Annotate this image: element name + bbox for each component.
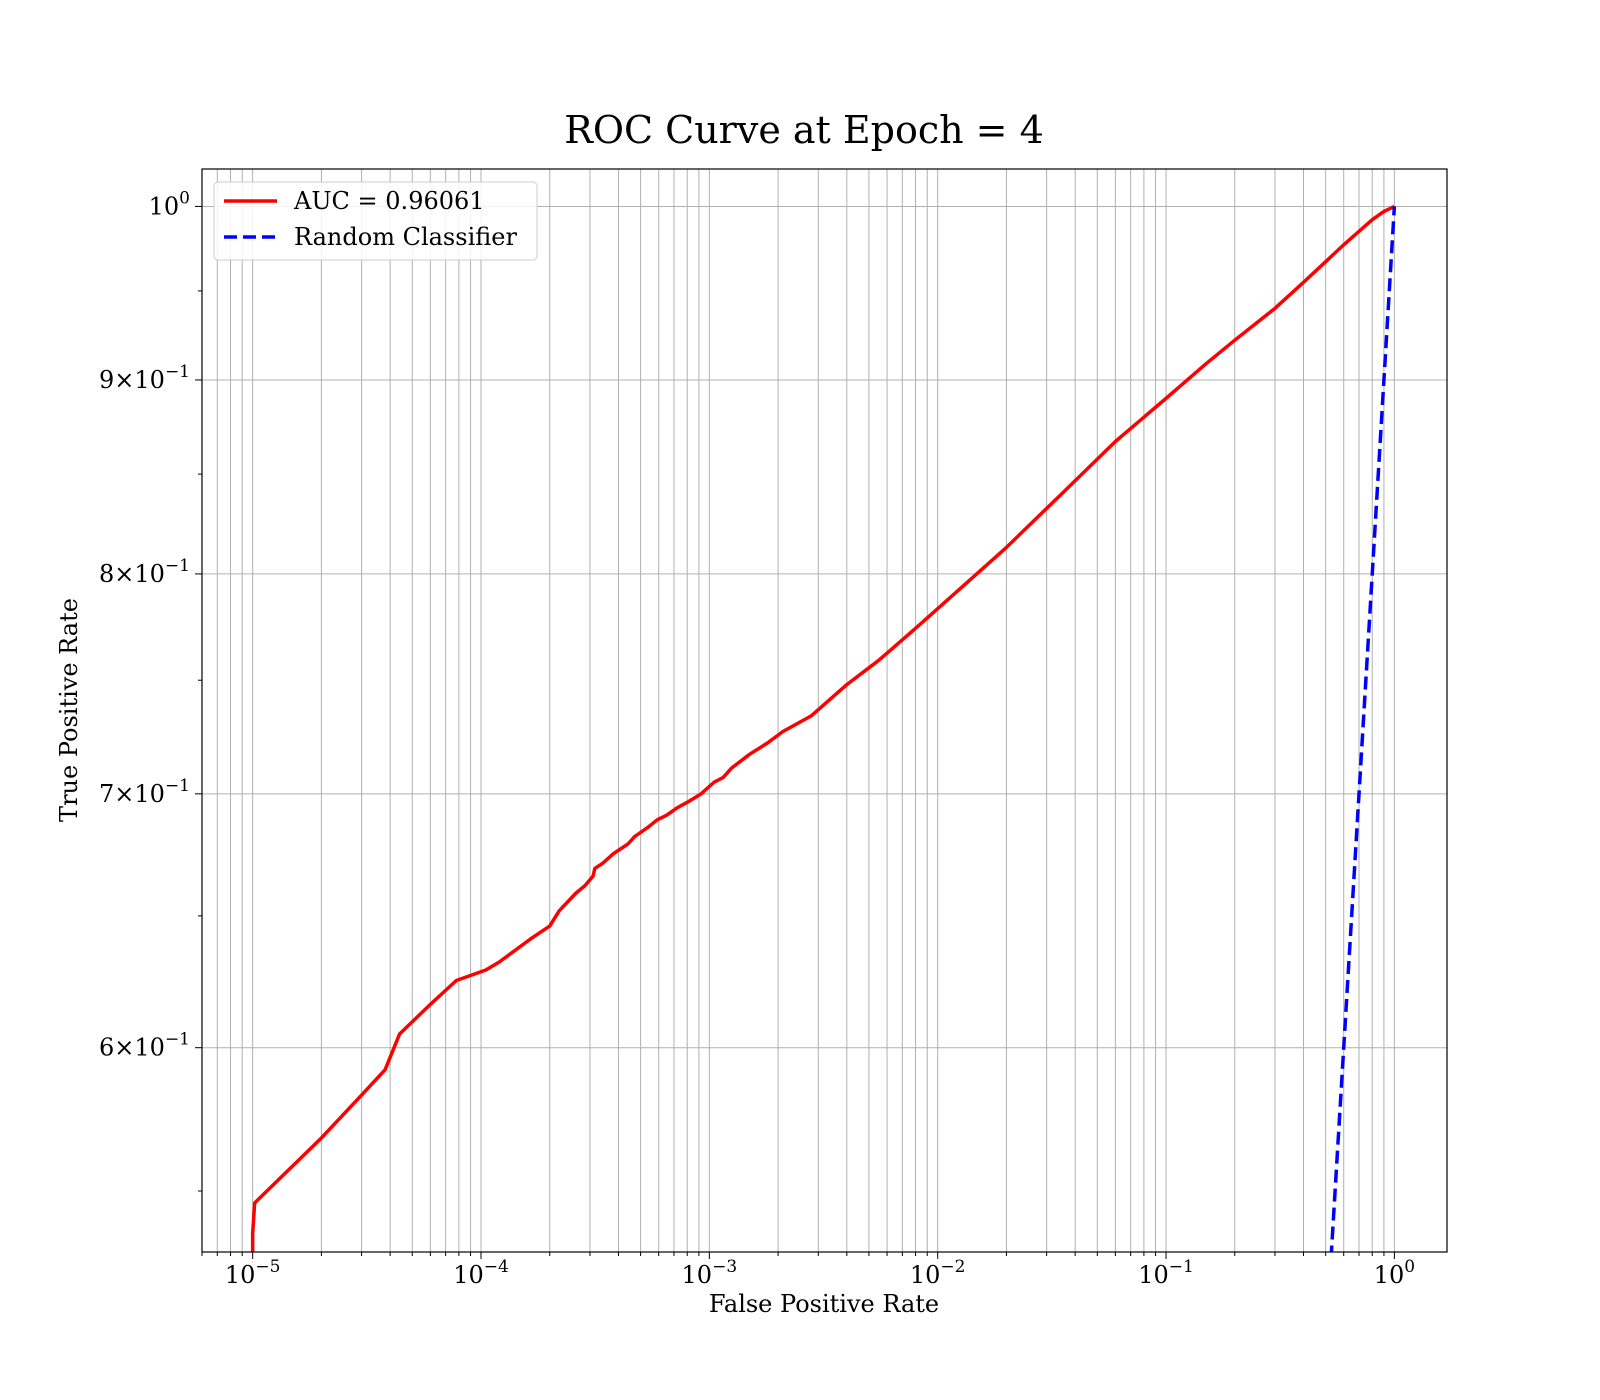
tick-mantissa: 9×	[99, 366, 134, 394]
x-tick-label: 10−4	[453, 1257, 509, 1289]
roc-curve-line	[250, 204, 1396, 1252]
tick-base: 10	[225, 1261, 256, 1289]
tick-exponent: −1	[165, 556, 190, 576]
tick-base: 10	[682, 1261, 713, 1289]
tick-base: 10	[453, 1261, 484, 1289]
tick-exponent: 0	[1404, 1257, 1415, 1277]
plot-frame	[201, 168, 1448, 1253]
x-tick-label: 10−5	[225, 1257, 281, 1289]
x-tick-label: 10−2	[910, 1257, 966, 1289]
tick-exponent: −5	[255, 1257, 280, 1277]
tick-exponent: −3	[712, 1257, 737, 1277]
legend: AUC = 0.96061 Random Classifier	[213, 181, 538, 261]
plot-lines	[250, 204, 1397, 1252]
grid-lines	[201, 169, 1447, 1252]
tick-exponent: −1	[165, 362, 190, 382]
tick-base: 10	[134, 780, 165, 808]
x-tick-label: 10−1	[1138, 1257, 1194, 1289]
x-tick-label: 100	[1374, 1257, 1415, 1289]
tick-base: 10	[910, 1261, 941, 1289]
tick-base: 10	[134, 1034, 165, 1062]
tick-base: 10	[149, 192, 180, 220]
x-axis-label: False Positive Rate	[709, 1290, 939, 1318]
legend-box	[213, 181, 538, 261]
x-tick-labels: 10−5 10−4 10−3 10−2 10−1 100	[225, 1257, 1415, 1289]
tick-mantissa: 8×	[99, 560, 134, 588]
y-tick-label: 7×10−1	[99, 776, 190, 808]
x-tick-label: 10−3	[682, 1257, 738, 1289]
tick-exponent: −2	[940, 1257, 965, 1277]
tick-mantissa: 7×	[99, 780, 134, 808]
tick-mantissa: 6×	[99, 1034, 134, 1062]
tick-base: 10	[1374, 1261, 1405, 1289]
y-tick-label: 8×10−1	[99, 556, 190, 588]
tick-exponent: −1	[165, 1030, 190, 1050]
tick-marks	[195, 205, 1395, 1259]
tick-base: 10	[134, 366, 165, 394]
y-tick-label: 9×10−1	[99, 362, 190, 394]
random-classifier-line	[1329, 206, 1397, 1252]
y-tick-label: 6×10−1	[99, 1030, 190, 1062]
y-axis-label: True Positive Rate	[55, 598, 83, 822]
y-tick-label: 100	[149, 188, 190, 220]
chart-title: ROC Curve at Epoch = 4	[564, 108, 1044, 152]
tick-exponent: −1	[165, 776, 190, 796]
legend-label-random: Random Classifier	[294, 223, 517, 251]
tick-exponent: −1	[1169, 1257, 1194, 1277]
legend-label-auc: AUC = 0.96061	[293, 187, 485, 215]
tick-base: 10	[134, 560, 165, 588]
tick-base: 10	[1138, 1261, 1169, 1289]
tick-exponent: −4	[484, 1257, 509, 1277]
tick-exponent: 0	[179, 188, 190, 208]
